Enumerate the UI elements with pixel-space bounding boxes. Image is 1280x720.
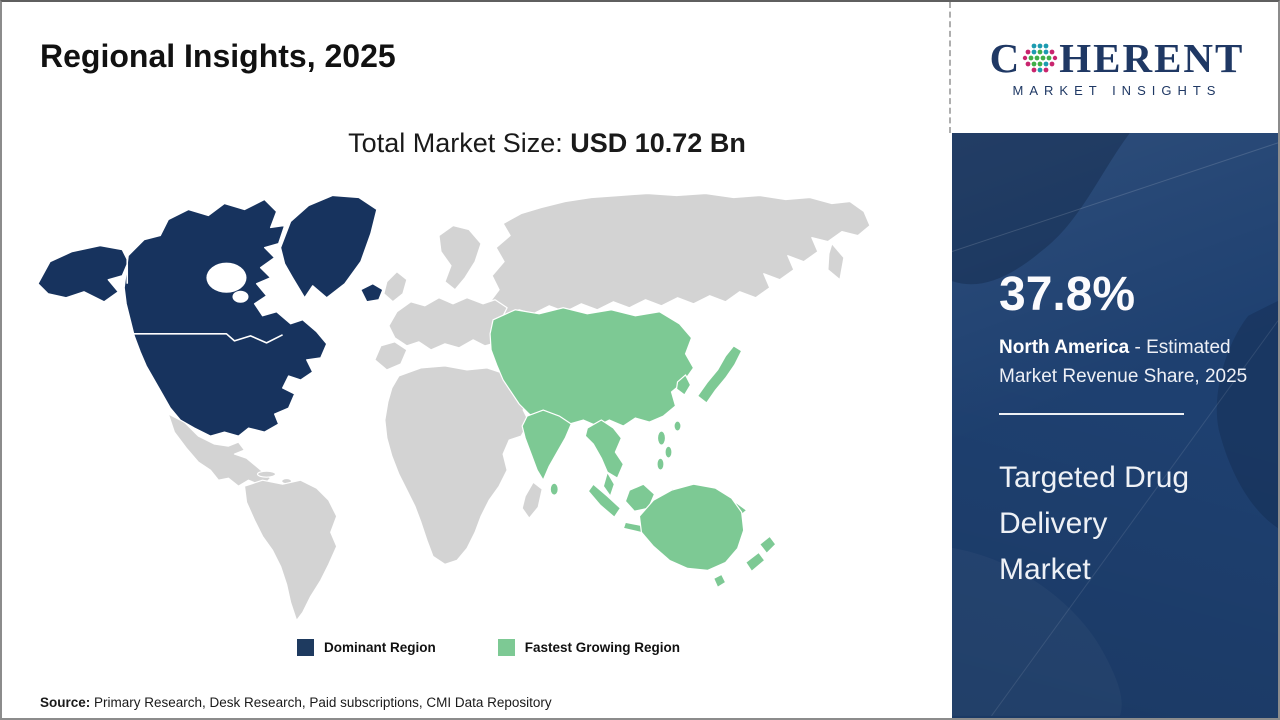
map-region-new-zealand-south [745,551,766,572]
map-region-uk [383,271,408,303]
usa-canada-border [130,333,283,344]
map-region-philippines-1 [656,430,667,446]
world-map [30,185,882,627]
sidebar-content: 37.8% North America - Estimated Market R… [952,133,1278,593]
share-region: North America [999,337,1130,358]
map-region-kamchatka [827,243,845,281]
map-region-russia [486,192,871,321]
market-size-label: Total Market Size: [348,128,571,158]
map-region-south-america [243,479,338,622]
map-region-malay-peninsula [602,471,615,497]
map-region-mexico-central-america [167,413,272,487]
source-label: Source: [40,695,91,710]
map-region-philippines-2 [664,445,673,459]
share-description-text: - Estimated Market Revenue Share, 2025 [999,337,1248,387]
source-note: Source: Primary Research, Desk Research,… [40,695,552,710]
share-value: 37.8% [999,268,1136,321]
share-description: North America - Estimated Market Revenue… [999,333,1251,391]
legend-label-dominant: Dominant Region [324,640,436,655]
legend-swatch-dominant [297,639,314,656]
market-size-value: USD 10.72 Bn [570,128,746,158]
map-region-indochina [584,419,624,479]
logo-tagline: MARKET INSIGHTS [1012,82,1222,98]
logo-text-suffix: HERENT [1059,34,1245,81]
map-growing-asia-pacific [489,307,777,589]
globe-dots-icon [1023,43,1058,73]
legend-swatch-growing [497,639,515,656]
map-region-japan [696,345,743,404]
map-region-alaska [37,245,129,303]
logo-wordmark: C HERENT [989,34,1245,81]
map-region-iberia [374,341,408,371]
map-region-iceland [360,283,384,303]
map-region-taiwan [673,420,682,432]
map-legend: Dominant Region Fastest Growing Region [297,639,680,656]
legend-item-dominant: Dominant Region [297,639,436,656]
sidebar-divider [999,413,1184,415]
map-region-cuba [256,470,277,478]
map-other-regions [167,192,871,622]
map-region-greenland [279,194,378,299]
map-region-australia [638,483,745,571]
hudson-bay-south [232,290,249,303]
map-region-sri-lanka [549,482,559,496]
map-region-new-zealand-north [759,535,777,554]
source-text: Primary Research, Desk Research, Paid su… [90,695,552,710]
legend-label-growing: Fastest Growing Region [524,640,681,655]
hudson-bay [206,262,247,293]
page-title: Regional Insights, 2025 [40,38,396,74]
map-region-asia-main [489,307,695,427]
logo-text-prefix: C [989,34,1022,81]
map-region-scandinavia [438,224,482,291]
map-region-africa [384,365,530,565]
map-region-korea [675,374,692,396]
map-region-philippines-3 [656,457,665,471]
map-region-india [521,409,572,481]
brand-logo: C HERENT MARKET INSIGHTS [952,2,1278,133]
header-separator [949,2,951,133]
world-map-svg [37,192,871,622]
legend-item-growing: Fastest Growing Region [497,639,681,656]
total-market-size: Total Market Size: USD 10.72 Bn [2,128,952,159]
map-region-madagascar [521,481,543,519]
map-region-tasmania [713,573,727,589]
map-region-sumatra [587,483,621,518]
market-name: Targeted Drug Delivery Market [999,461,1190,586]
map-dominant-north-america [37,194,384,437]
sidebar-panel: 37.8% North America - Estimated Market R… [952,133,1278,718]
map-region-canada-usa [123,198,328,437]
